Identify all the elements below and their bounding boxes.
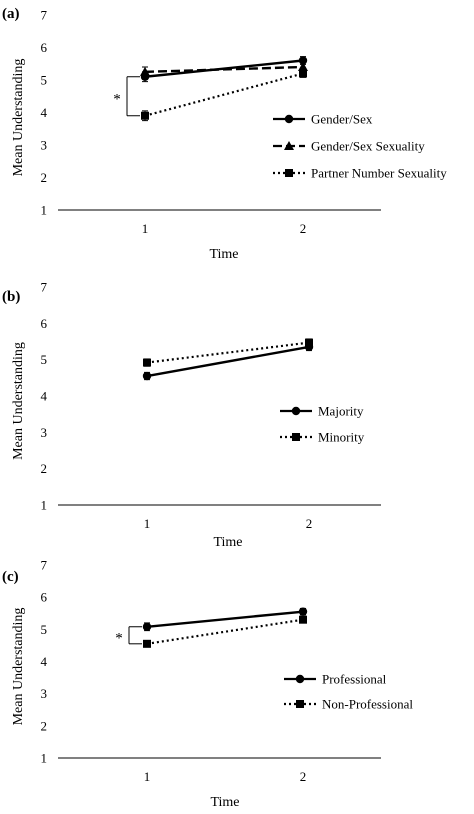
series-line [144,65,304,74]
x-axis-title: Time [209,247,238,262]
y-axis-title: Mean Understanding [11,608,26,726]
y-axis-title: Mean Understanding [11,59,26,177]
significance-bracket: * [115,626,142,646]
y-tick-label: 4 [41,654,48,669]
y-tick-label: 1 [41,498,48,513]
y-tick-label: 3 [41,425,48,440]
x-tick-label: 1 [142,221,149,236]
x-tick-label: 2 [300,769,307,784]
legend-label: Majority [318,404,364,419]
series-line [146,341,310,364]
legend-entry: Partner Number Sexuality [273,166,447,181]
series-minority [143,338,313,367]
data-point [299,69,307,78]
legend-label: Non-Professional [322,697,413,712]
legend-entry: Majority [280,404,364,419]
legend-entry: Gender/Sex [273,112,373,127]
series-gender-sex-sexuality [140,62,308,78]
panel-label: (c) [2,569,19,585]
legend-entry: Minority [280,430,365,445]
data-point [143,639,151,648]
chart-panel-1: (a) 1 2 3 4 5 6 7 1 2 Time Mean Understanding Gender… [2,6,447,262]
x-tick-label: 1 [144,769,151,784]
panel-label: (a) [2,6,20,22]
data-point [143,358,151,367]
series-line [144,72,304,117]
legend-label: Partner Number Sexuality [311,166,447,181]
legend-marker [284,114,294,124]
chart-panel-2: (b) 1 2 3 4 5 6 7 1 2 Time Mean Understanding Majori… [2,280,381,550]
series-professional [142,607,308,632]
legend-label: Gender/Sex Sexuality [311,139,425,154]
series-non-professional [143,615,307,648]
y-tick-label: 7 [41,280,48,295]
y-tick-label: 2 [41,718,48,733]
chart-panel-3: (c) 1 2 3 4 5 6 7 1 2 Time Mean Understanding Profes… [2,558,413,811]
data-point [299,615,307,624]
legend-label: Gender/Sex [311,112,373,127]
significance-label: * [115,630,123,646]
series-majority [142,342,314,381]
x-tick-label: 1 [144,516,151,531]
y-axis-title: Mean Understanding [11,342,26,460]
y-tick-label: 6 [41,40,48,55]
series-line [146,618,304,645]
data-point [305,338,313,347]
data-point [142,371,152,381]
y-tick-label: 3 [41,138,48,153]
y-tick-label: 6 [41,316,48,331]
y-tick-label: 5 [41,622,48,637]
legend-label: Professional [322,672,387,687]
x-tick-label: 2 [306,516,313,531]
legend-marker [292,433,300,441]
x-axis-title: Time [210,795,239,810]
y-tick-label: 2 [41,461,48,476]
y-tick-label: 2 [41,170,48,185]
significance-label: * [113,91,121,107]
legend-marker [295,674,305,684]
data-point [141,111,149,120]
x-tick-label: 2 [300,221,307,236]
y-tick-label: 7 [41,8,48,23]
y-tick-label: 5 [41,352,48,367]
y-tick-label: 4 [41,105,48,120]
data-point [298,62,308,71]
legend-label: Minority [318,430,365,445]
series-partner-number-sexuality [141,69,307,122]
y-tick-label: 1 [41,751,48,766]
legend-entry: Gender/Sex Sexuality [273,139,425,154]
legend-entry: Professional [284,672,387,687]
data-point [140,66,150,76]
significance-bracket: * [113,76,140,117]
data-point [142,622,152,631]
legend-marker [284,141,294,150]
series-line [146,345,310,378]
legend-marker [296,700,304,708]
y-tick-label: 1 [41,203,48,218]
x-axis-title: Time [213,535,242,550]
y-tick-label: 3 [41,686,48,701]
legend-entry: Non-Professional [284,697,413,712]
y-tick-label: 4 [41,389,48,404]
series-line [146,610,304,628]
panel-label: (b) [2,289,20,305]
y-tick-label: 7 [41,558,48,573]
y-tick-label: 6 [41,590,48,605]
data-point [298,607,308,616]
legend-marker [291,406,301,416]
legend-marker [285,169,293,177]
y-tick-label: 5 [41,73,48,88]
